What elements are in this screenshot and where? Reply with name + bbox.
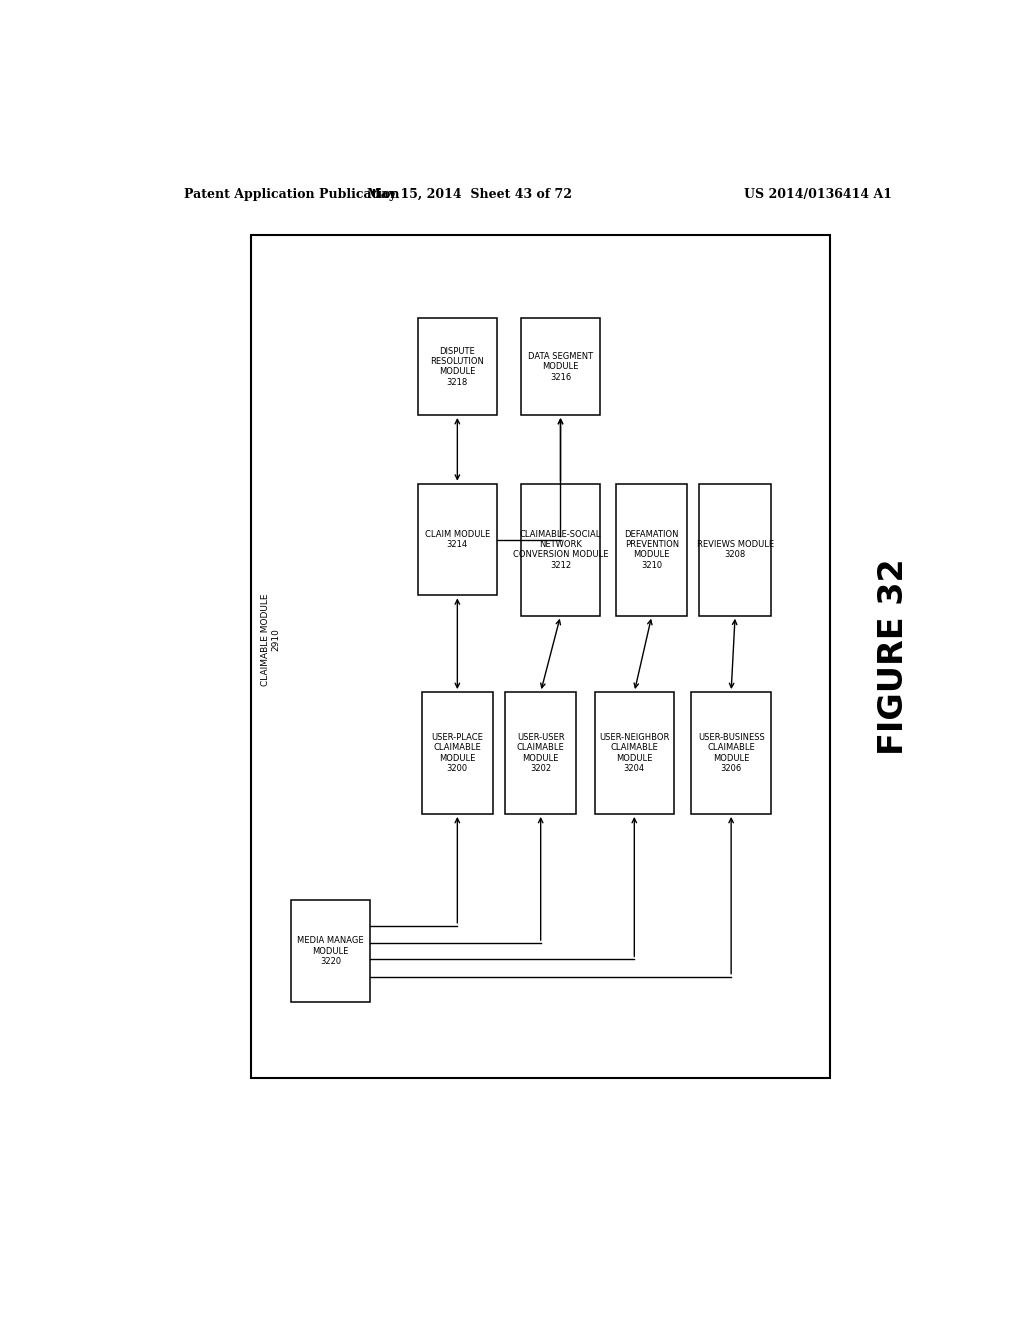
Text: DATA SEGMENT
MODULE
3216: DATA SEGMENT MODULE 3216	[528, 352, 593, 381]
Bar	[616, 483, 687, 615]
Text: USER-USER
CLAIMABLE
MODULE
3202: USER-USER CLAIMABLE MODULE 3202	[517, 733, 564, 774]
Bar	[291, 900, 370, 1002]
Text: USER-NEIGHBOR
CLAIMABLE
MODULE
3204: USER-NEIGHBOR CLAIMABLE MODULE 3204	[599, 733, 670, 774]
Text: May 15, 2014  Sheet 43 of 72: May 15, 2014 Sheet 43 of 72	[367, 189, 571, 202]
Text: MEDIA MANAGE
MODULE
3220: MEDIA MANAGE MODULE 3220	[297, 936, 364, 966]
Bar	[521, 483, 600, 615]
Bar	[505, 692, 577, 814]
Bar	[691, 692, 771, 814]
Text: US 2014/0136414 A1: US 2014/0136414 A1	[744, 189, 893, 202]
Text: DISPUTE
RESOLUTION
MODULE
3218: DISPUTE RESOLUTION MODULE 3218	[430, 347, 484, 387]
Text: USER-PLACE
CLAIMABLE
MODULE
3200: USER-PLACE CLAIMABLE MODULE 3200	[431, 733, 483, 774]
Bar	[699, 483, 771, 615]
Text: FIGURE 32: FIGURE 32	[878, 558, 910, 755]
Text: CLAIMABLE-SOCIAL
NETWORK
CONVERSION MODULE
3212: CLAIMABLE-SOCIAL NETWORK CONVERSION MODU…	[513, 529, 608, 570]
Text: DEFAMATION
PREVENTION
MODULE
3210: DEFAMATION PREVENTION MODULE 3210	[625, 529, 679, 570]
Text: CLAIM MODULE
3214: CLAIM MODULE 3214	[425, 529, 489, 549]
Bar	[595, 692, 674, 814]
Bar	[422, 692, 494, 814]
Text: Patent Application Publication: Patent Application Publication	[183, 189, 399, 202]
Bar	[251, 235, 830, 1078]
Text: CLAIMABLE MODULE
2910: CLAIMABLE MODULE 2910	[260, 593, 280, 686]
Bar	[418, 318, 497, 414]
Text: USER-BUSINESS
CLAIMABLE
MODULE
3206: USER-BUSINESS CLAIMABLE MODULE 3206	[697, 733, 765, 774]
Text: REVIEWS MODULE
3208: REVIEWS MODULE 3208	[696, 540, 774, 560]
Bar	[521, 318, 600, 414]
Bar	[418, 483, 497, 595]
